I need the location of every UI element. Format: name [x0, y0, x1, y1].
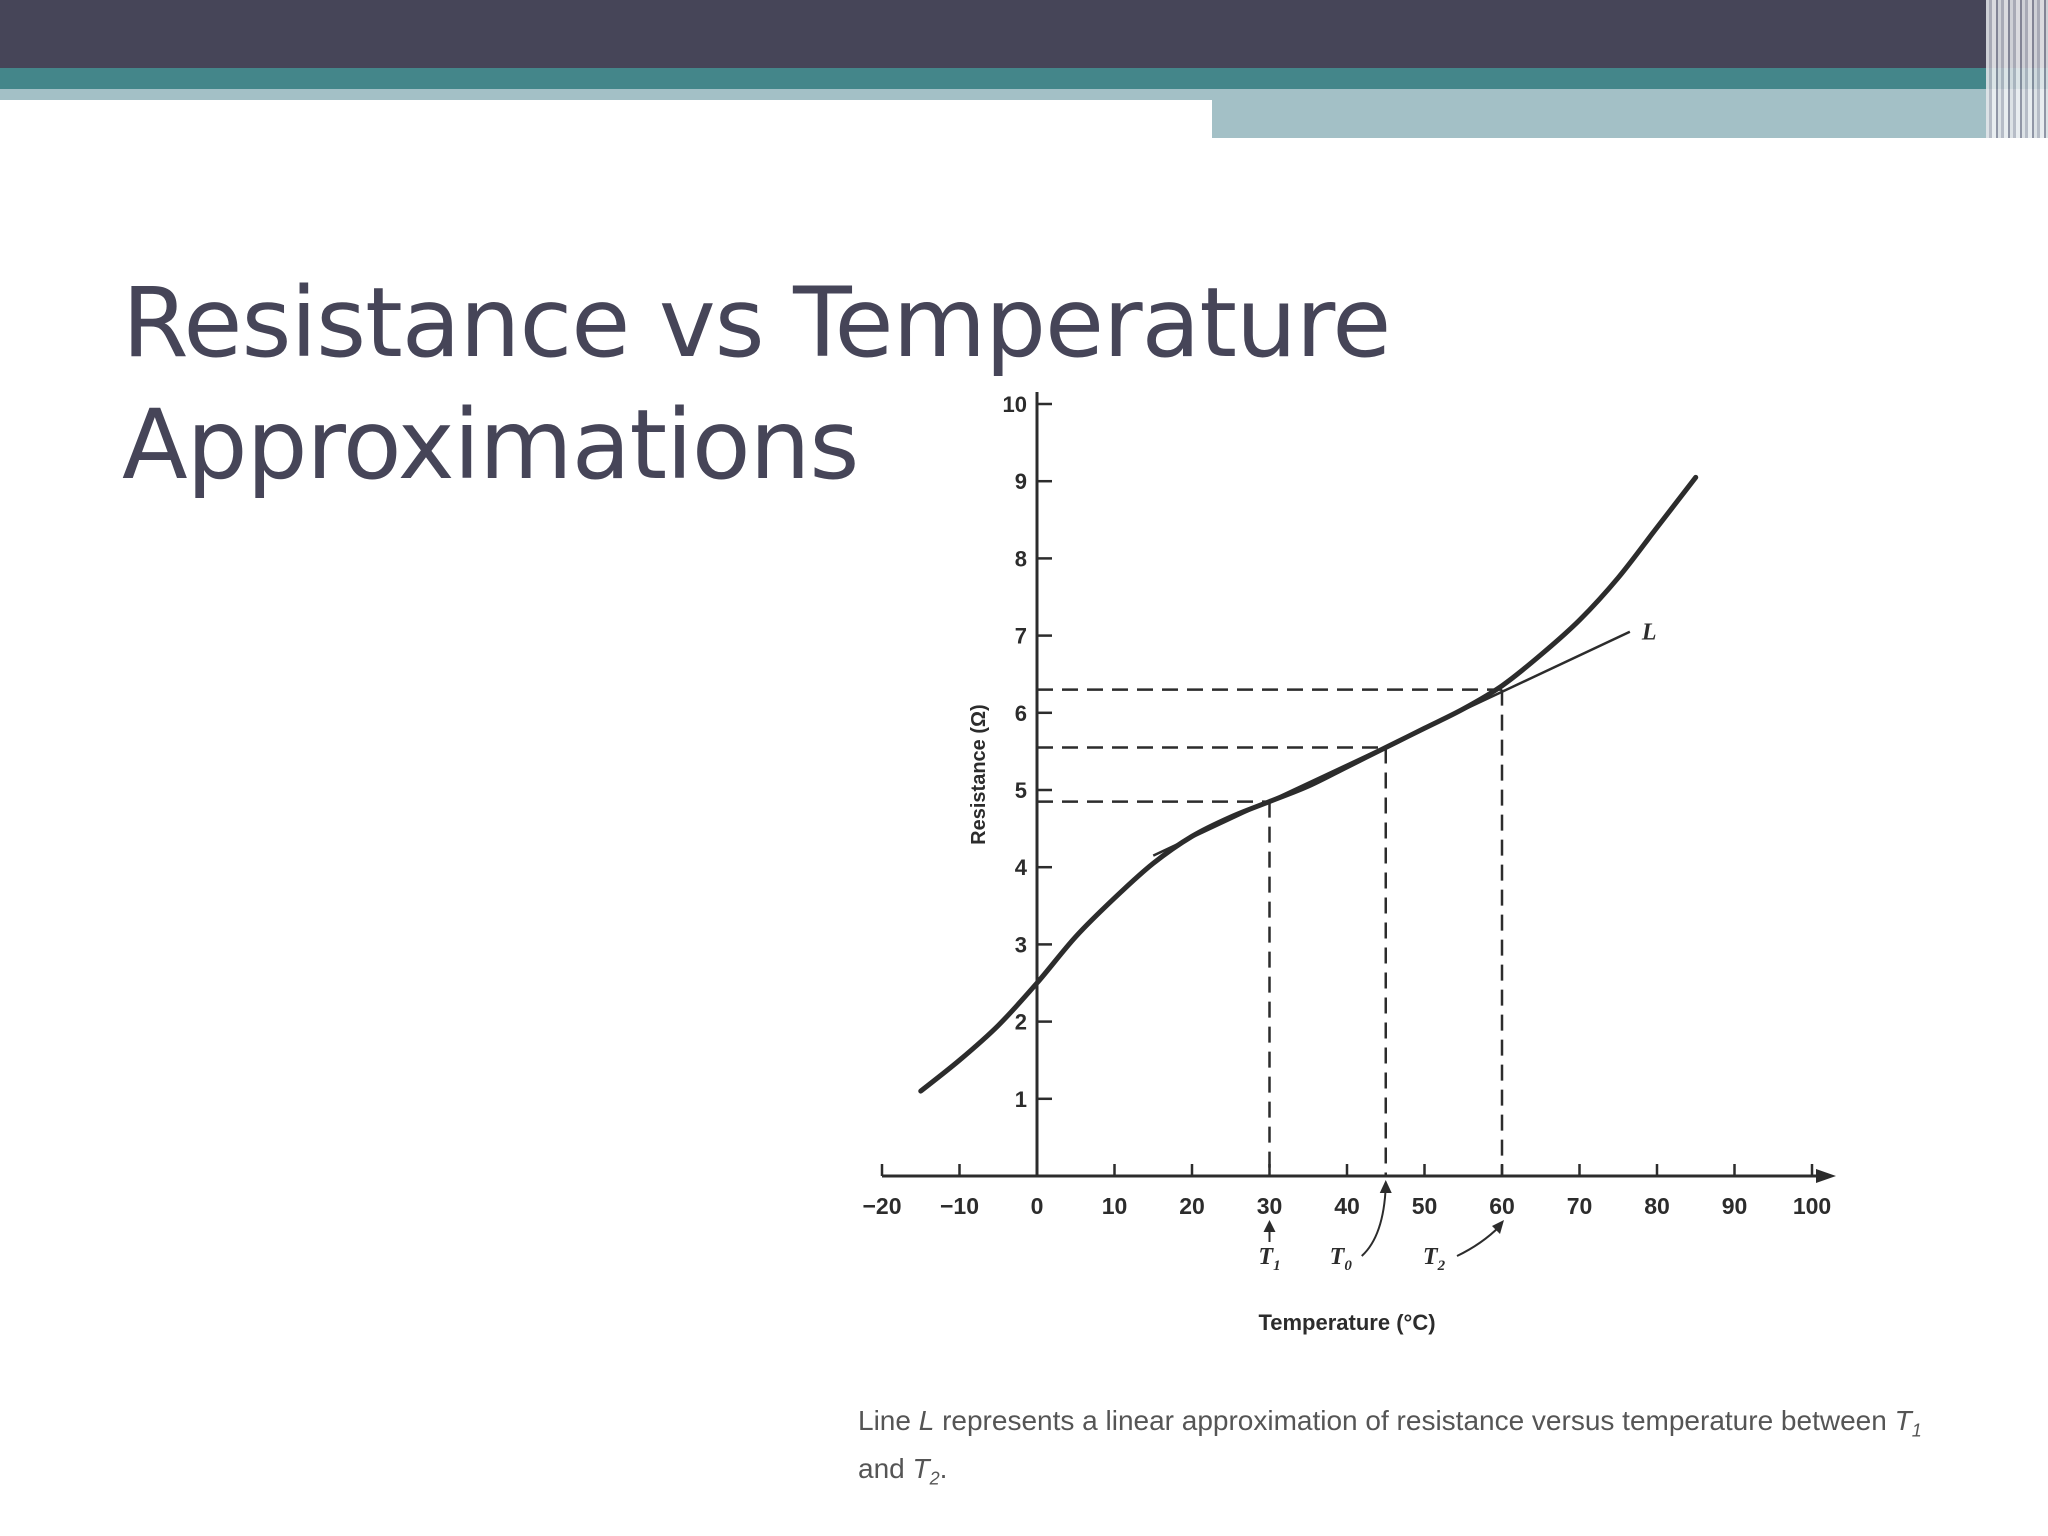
line-l-label: L [1641, 620, 1657, 646]
x-axis-title: Temperature (°C) [1258, 1310, 1435, 1335]
header-band-teal [0, 68, 2048, 89]
line-l [1152, 630, 1631, 857]
x-tick-label: 80 [1644, 1193, 1670, 1219]
caption-part1: Line [858, 1405, 919, 1436]
t1-label-subscript: 1 [1273, 1258, 1281, 1274]
caption-t1-sub: 1 [1911, 1420, 1922, 1441]
x-tick-label: 10 [1102, 1193, 1128, 1219]
header-edge-stripes [1986, 0, 2048, 138]
x-tick-label: 20 [1179, 1193, 1205, 1219]
t2-arrow-shaft [1456, 1225, 1501, 1257]
y-tick-label: 2 [1015, 1010, 1027, 1035]
caption-t1-base: T [1894, 1405, 1912, 1436]
y-tick-label: 4 [1015, 855, 1028, 880]
t0-label: T0 [1330, 1244, 1353, 1274]
caption-t2-base: T [912, 1452, 930, 1484]
x-tick-label: 40 [1334, 1193, 1360, 1219]
t2-label-base: T [1423, 1244, 1439, 1270]
caption-t2: T2 [912, 1452, 940, 1489]
y-tick-label: 10 [1003, 392, 1027, 417]
t2-label: T2 [1423, 1244, 1446, 1274]
y-tick-label: 5 [1015, 778, 1027, 803]
y-tick-label: 9 [1015, 469, 1027, 494]
caption-end: . [939, 1452, 948, 1484]
y-tick-label: 7 [1015, 624, 1027, 649]
slide-title: Resistance vs Temperature Approximations [122, 262, 1422, 506]
t0-arrowhead [1379, 1180, 1392, 1193]
t1-label-base: T [1258, 1244, 1274, 1270]
x-tick-label: 50 [1412, 1193, 1438, 1219]
x-tick-label: −20 [862, 1193, 901, 1219]
x-tick-label: 0 [1031, 1193, 1044, 1219]
caption-t2-sub: 2 [929, 1468, 940, 1489]
t2-label-subscript: 2 [1437, 1258, 1446, 1274]
resistance-curve [918, 474, 1699, 1094]
caption-t1: T1 [1894, 1405, 1922, 1441]
x-tick-label: 70 [1567, 1193, 1593, 1219]
y-tick-label: 3 [1015, 932, 1027, 957]
caption-and: and [858, 1452, 913, 1484]
header-band-dark [0, 0, 2048, 68]
t0-label-base: T [1330, 1244, 1346, 1270]
y-tick-label: 6 [1015, 701, 1027, 726]
t0-arrow-shaft [1361, 1185, 1387, 1257]
t1-label: T1 [1258, 1244, 1280, 1274]
caption-part2: represents a linear approximation of res… [934, 1405, 1895, 1436]
slide-title-line-1: Resistance vs Temperature [122, 267, 1391, 379]
y-tick-label: 1 [1015, 1087, 1027, 1112]
header-band-light-left [0, 89, 1212, 100]
y-tick-label: 8 [1015, 546, 1027, 571]
caption-line-l: L [918, 1405, 935, 1436]
x-tick-label: 60 [1489, 1193, 1515, 1219]
y-axis-title: Resistance (Ω) [968, 704, 990, 845]
t1-arrowhead [1263, 1220, 1276, 1232]
x-axis-arrowhead [1816, 1169, 1836, 1183]
t0-label-subscript: 0 [1344, 1258, 1352, 1274]
figure-caption: Line L represents a linear approximation… [858, 1402, 2008, 1497]
slide-title-line-2: Approximations [122, 389, 859, 501]
x-tick-label: 90 [1722, 1193, 1748, 1219]
x-tick-label: 100 [1793, 1193, 1831, 1219]
x-tick-label: −10 [940, 1193, 979, 1219]
header-band-light-right [1212, 89, 2048, 138]
x-tick-label: 30 [1257, 1193, 1283, 1219]
t2-arrowhead [1492, 1220, 1504, 1234]
